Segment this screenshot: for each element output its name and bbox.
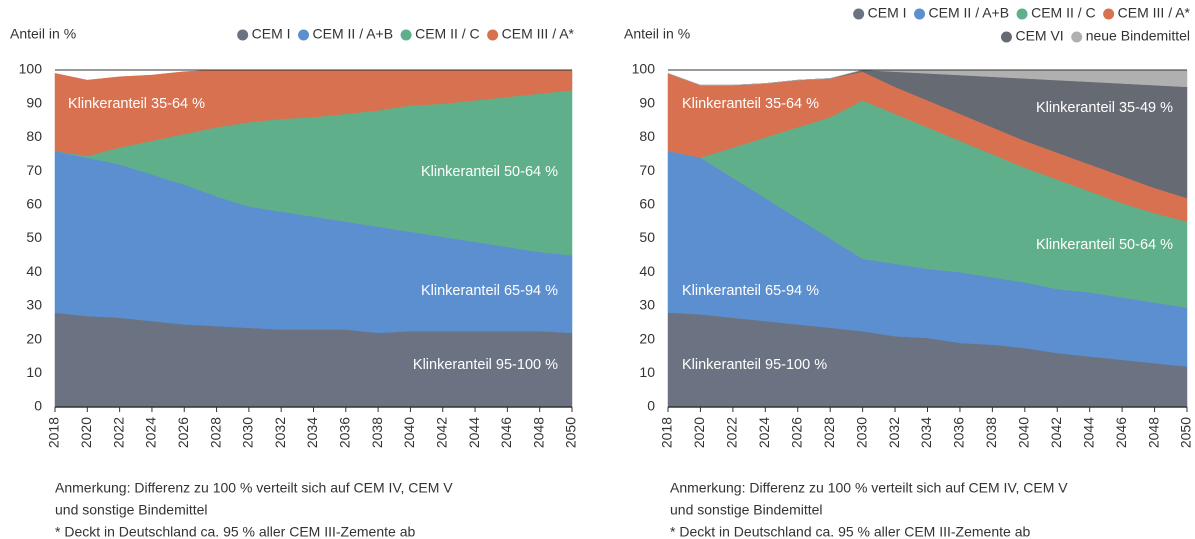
annotation: Klinkeranteil 95-100 %	[682, 357, 827, 373]
x-tick-label: 2038	[369, 417, 385, 448]
legend-label: CEM II / A+B	[929, 5, 1010, 21]
legend-label: CEM I	[868, 5, 907, 21]
legend-marker	[914, 8, 926, 20]
legend-marker	[237, 29, 249, 41]
y-tick-label: 100	[19, 61, 43, 77]
legend-marker	[400, 29, 412, 41]
x-tick-label: 2050	[563, 417, 579, 448]
x-tick-label: 2036	[337, 417, 353, 448]
x-tick-label: 2024	[143, 417, 159, 448]
annotation: Klinkeranteil 65-94 %	[421, 283, 558, 299]
y-axis-label: Anteil in %	[624, 26, 690, 42]
x-tick-label: 2022	[110, 417, 126, 448]
x-tick-label: 2046	[498, 417, 514, 448]
legend-label: CEM II / A+B	[313, 26, 394, 42]
x-tick-label: 2032	[886, 417, 902, 448]
x-tick-label: 2034	[304, 417, 320, 448]
legend-marker	[1000, 31, 1012, 43]
x-tick-label: 2040	[401, 417, 417, 448]
annotation: Klinkeranteil 50-64 %	[421, 164, 558, 180]
y-tick-label: 0	[647, 398, 655, 414]
note: Anmerkung: Differenz zu 100 % verteilt s…	[55, 480, 453, 496]
x-tick-label: 2048	[530, 417, 546, 448]
y-tick-label: 50	[26, 229, 42, 245]
x-tick-label: 2026	[788, 417, 804, 448]
note: * Deckt in Deutschland ca. 95 % aller CE…	[670, 524, 1030, 539]
y-tick-label: 30	[639, 297, 655, 313]
y-tick-label: 80	[26, 128, 42, 144]
annotation: Klinkeranteil 65-94 %	[682, 283, 819, 299]
x-tick-label: 2024	[756, 417, 772, 448]
x-tick-label: 2042	[1048, 417, 1064, 448]
y-tick-label: 40	[639, 263, 655, 279]
legend-marker	[1016, 8, 1028, 20]
y-tick-label: 90	[639, 94, 655, 110]
y-tick-label: 20	[26, 330, 42, 346]
x-tick-label: 2044	[466, 417, 482, 448]
y-tick-label: 90	[26, 94, 42, 110]
x-tick-label: 2018	[659, 417, 675, 448]
note: und sonstige Bindemittel	[55, 502, 208, 518]
note: * Deckt in Deutschland ca. 95 % aller CE…	[55, 524, 415, 539]
y-tick-label: 10	[26, 364, 42, 380]
x-tick-label: 2040	[1016, 417, 1032, 448]
y-tick-label: 10	[639, 364, 655, 380]
legend-label: CEM VI	[1015, 28, 1063, 44]
legend-marker	[487, 29, 499, 41]
legend-marker	[1103, 8, 1115, 20]
legend-marker	[1071, 31, 1083, 43]
note: Anmerkung: Differenz zu 100 % verteilt s…	[670, 480, 1068, 496]
x-tick-label: 2020	[691, 417, 707, 448]
x-tick-label: 2032	[272, 417, 288, 448]
y-tick-label: 30	[26, 297, 42, 313]
y-tick-label: 0	[34, 398, 42, 414]
x-tick-label: 2036	[951, 417, 967, 448]
y-tick-label: 60	[639, 196, 655, 212]
x-tick-label: 2022	[724, 417, 740, 448]
legend-label: CEM II / C	[415, 26, 480, 42]
annotation: Klinkeranteil 50-64 %	[1036, 237, 1173, 253]
x-tick-label: 2038	[983, 417, 999, 448]
legend-label: CEM II / C	[1031, 5, 1096, 21]
y-tick-label: 60	[26, 196, 42, 212]
x-tick-label: 2028	[207, 417, 223, 448]
x-tick-label: 2028	[821, 417, 837, 448]
area	[667, 69, 1188, 88]
y-axis-label: Anteil in %	[10, 26, 76, 42]
x-tick-label: 2018	[46, 417, 62, 448]
x-tick-label: 2034	[918, 417, 934, 448]
x-tick-label: 2044	[1080, 417, 1096, 448]
annotation: Klinkeranteil 95-100 %	[413, 357, 558, 373]
annotation: Klinkeranteil 35-64 %	[68, 96, 205, 112]
x-tick-label: 2030	[853, 417, 869, 448]
y-tick-label: 80	[639, 128, 655, 144]
annotation: Klinkeranteil 35-49 %	[1036, 100, 1173, 116]
note: und sonstige Bindemittel	[670, 502, 823, 518]
x-tick-label: 2026	[175, 417, 191, 448]
y-tick-label: 70	[639, 162, 655, 178]
legend-marker	[298, 29, 310, 41]
y-tick-label: 50	[639, 229, 655, 245]
legend-label: CEM I	[252, 26, 291, 42]
x-tick-label: 2050	[1178, 417, 1194, 448]
x-tick-label: 2030	[240, 417, 256, 448]
y-tick-label: 70	[26, 162, 42, 178]
y-tick-label: 40	[26, 263, 42, 279]
y-tick-label: 20	[639, 330, 655, 346]
x-tick-label: 2046	[1113, 417, 1129, 448]
y-tick-label: 100	[632, 61, 656, 77]
legend-label: neue Bindemittel	[1086, 28, 1190, 44]
x-tick-label: 2020	[78, 417, 94, 448]
x-tick-label: 2048	[1145, 417, 1161, 448]
legend-marker	[853, 8, 865, 20]
legend-label: CEM III / A*	[502, 26, 575, 42]
x-tick-label: 2042	[433, 417, 449, 448]
legend-label: CEM III / A*	[1118, 5, 1191, 21]
annotation: Klinkeranteil 35-64 %	[682, 96, 819, 112]
